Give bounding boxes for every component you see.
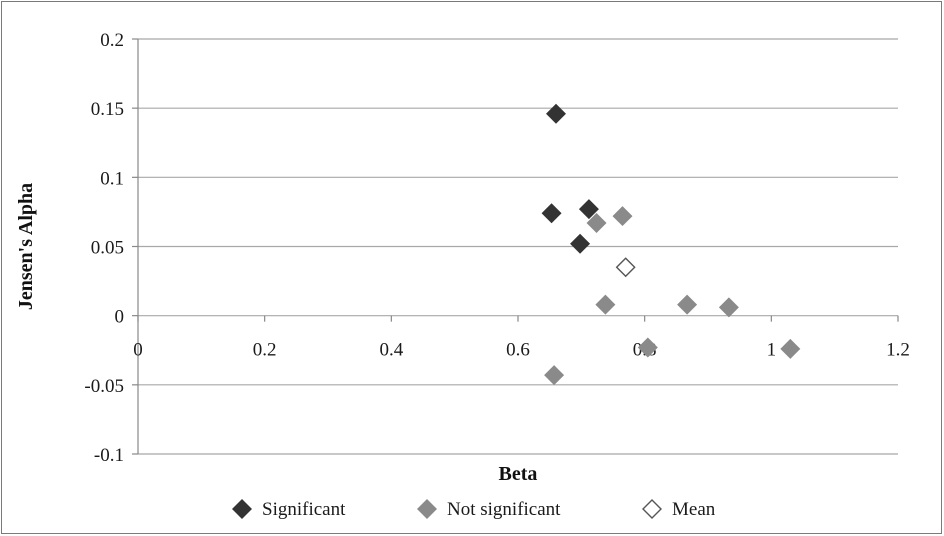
x-tick-label: 0.4	[379, 340, 403, 361]
significant-point	[546, 103, 566, 124]
x-axis-title: Beta	[499, 463, 538, 485]
significant-point	[570, 233, 591, 254]
axes	[132, 38, 899, 455]
y-tick-label: 0	[115, 307, 125, 328]
not-significant-point	[586, 212, 607, 233]
legend-label: Not significant	[447, 499, 561, 520]
x-tick-label: 0	[133, 340, 143, 361]
legend-marker-icon	[232, 499, 252, 519]
y-tick-label: 0.05	[91, 238, 124, 259]
not-significant-point	[718, 297, 739, 318]
legend-item: Significant	[232, 499, 346, 520]
y-tick-label: 0.15	[91, 99, 124, 120]
significant-point	[578, 199, 599, 220]
legend-marker-icon	[417, 499, 437, 519]
legend-marker-icon	[642, 499, 662, 519]
not-significant-point	[677, 294, 698, 315]
y-tick-label: 0.1	[100, 168, 124, 189]
significant-point	[541, 203, 562, 224]
not-significant-point	[780, 338, 801, 359]
mean-point	[615, 257, 636, 278]
y-tick-labels: 0.2 0.15 0.1 0.05 0 -0.05 -0.1	[84, 30, 124, 466]
x-tick-label: 0.2	[253, 340, 277, 361]
gridlines	[138, 38, 898, 455]
not-significant-point	[595, 294, 616, 315]
legend-label: Mean	[672, 499, 716, 520]
legend-item: Mean	[642, 499, 716, 520]
x-tick-labels: 00.20.40.60.811.2	[133, 340, 910, 361]
y-axis-title: Jensen's Alpha	[15, 183, 37, 310]
legend-item: Not significant	[417, 499, 561, 520]
legend: Significant Not significant Mean	[232, 499, 716, 520]
y-tick-label: -0.1	[94, 445, 124, 466]
not-significant-point	[612, 206, 633, 227]
not-significant-point	[544, 365, 565, 386]
not-significant-point	[637, 337, 658, 358]
x-tick-label: 1.2	[886, 340, 910, 361]
x-tick-label: 0.6	[506, 340, 530, 361]
legend-label: Significant	[262, 499, 346, 520]
x-tick-label: 1	[767, 340, 777, 361]
y-tick-label: 0.2	[100, 30, 124, 51]
y-tick-label: -0.05	[84, 376, 124, 397]
data-points	[541, 103, 801, 386]
